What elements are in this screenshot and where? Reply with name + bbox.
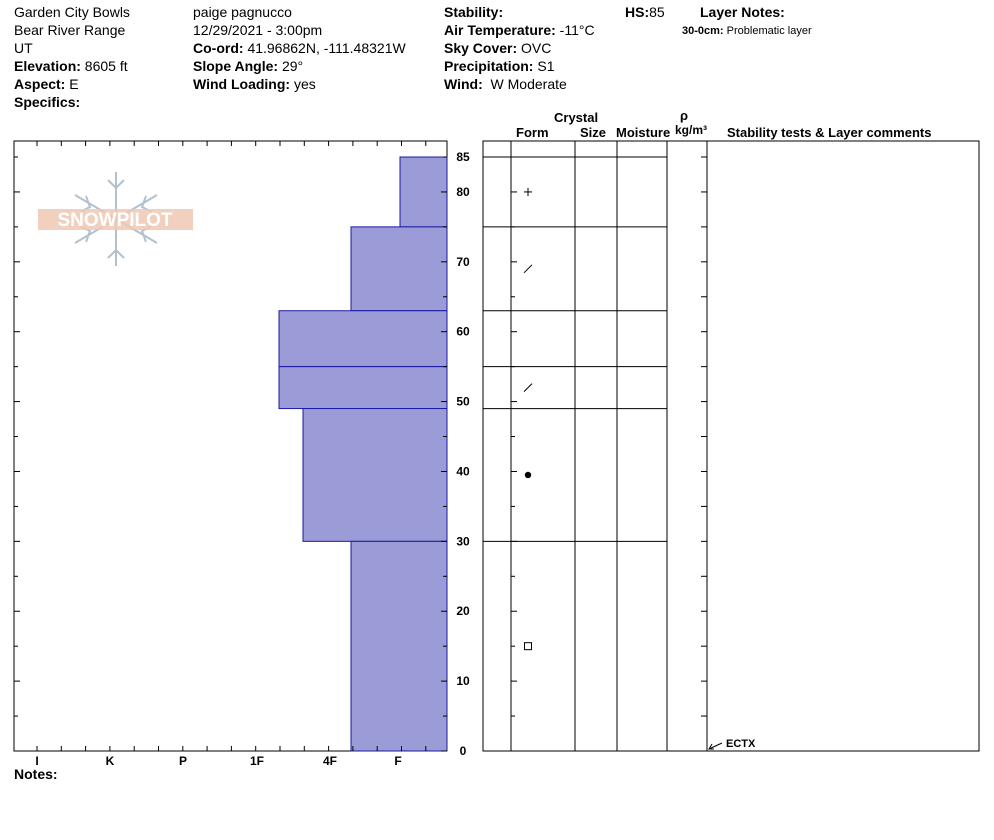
hardness-label-f: F	[394, 754, 401, 768]
snowpilot-logo: SNOWPILOT	[38, 172, 193, 266]
hardness-bar-4	[302, 408, 448, 542]
mountain-range: Bear River Range	[14, 22, 126, 38]
depth-label-50: 50	[456, 395, 470, 409]
coordinates: Co-ord: 41.96862N, -111.48321W	[193, 39, 406, 57]
hardness-label-k: K	[106, 754, 115, 768]
aspect: Aspect: E	[14, 75, 79, 93]
precip-value: S1	[537, 58, 555, 74]
sky-cover: Sky Cover: OVC	[444, 39, 551, 57]
layer-notes-label: Layer Notes:	[700, 4, 785, 20]
hardness-label-p: P	[179, 754, 187, 768]
wind-value: W Moderate	[490, 76, 567, 92]
crystal-header: Crystal	[554, 110, 599, 125]
elevation: Elevation: 8605 ft	[14, 57, 128, 75]
comments-header: Stability tests & Layer comments	[727, 125, 932, 140]
test-marker-arrow-icon	[708, 743, 714, 750]
hardness-bar-0	[399, 156, 448, 228]
size-header: Size	[580, 125, 607, 140]
elevation-label: Elevation:	[14, 58, 81, 74]
wind-label: Wind:	[444, 76, 483, 92]
observation-datetime: 12/29/2021 - 3:00pm	[193, 22, 323, 38]
wind: Wind: W Moderate	[444, 75, 567, 93]
notes-label: Notes:	[14, 766, 58, 782]
rounded-grains-icon	[524, 471, 532, 479]
hardness-bar-2	[278, 310, 448, 368]
slope-value: 29°	[281, 58, 304, 74]
decomposing-fragments-icon	[523, 383, 533, 392]
air-temp-label: Air Temperature:	[444, 22, 556, 38]
ectx-test-label: ECTX	[726, 738, 756, 750]
depth-label-20: 20	[456, 604, 470, 618]
test-marker-line	[708, 742, 723, 750]
air-temp-value: -11°C	[559, 22, 595, 38]
depth-label-40: 40	[456, 464, 470, 478]
sky-label: Sky Cover:	[444, 40, 518, 56]
coord-value: 41.96862N, -111.48321W	[247, 40, 406, 56]
depth-label-30: 30	[456, 534, 470, 548]
state: UT	[14, 40, 33, 56]
slope-label: Slope Angle:	[193, 58, 279, 74]
depth-label-0: 0	[460, 744, 467, 758]
layer-note-text: Problematic layer	[726, 25, 812, 37]
density-symbol: ρ	[680, 108, 689, 123]
layer-note: 30-0cm: Problematic layer	[682, 24, 812, 38]
observer-name: paige pagnucco	[193, 4, 292, 20]
hardness-bar-1	[350, 226, 448, 312]
location-name: Garden City Bowls	[14, 4, 130, 20]
wind-loading: Wind Loading: yes	[193, 75, 316, 93]
sky-value: OVC	[521, 40, 552, 56]
snow-height: HS:85	[625, 3, 665, 21]
hardness-label-1f: 1F	[250, 754, 264, 768]
decomposing-fragments-icon	[523, 264, 533, 274]
stability-label: Stability:	[444, 4, 504, 20]
aspect-value: E	[69, 76, 79, 92]
hs-label: HS:	[625, 4, 650, 20]
faceted-crystals-icon	[524, 642, 532, 651]
slope-angle: Slope Angle: 29°	[193, 57, 303, 75]
depth-label-60: 60	[456, 325, 470, 339]
hardness-label-i: I	[35, 754, 38, 768]
moisture-header: Moisture	[616, 125, 671, 140]
aspect-label: Aspect:	[14, 76, 66, 92]
wind-loading-label: Wind Loading:	[193, 76, 291, 92]
precip-label: Precipitation:	[444, 58, 534, 74]
hardness-label-4f: 4F	[323, 754, 337, 768]
hardness-bar-5	[350, 540, 448, 752]
hardness-bar-3	[278, 366, 448, 410]
depth-label-10: 10	[456, 674, 470, 688]
depth-label-85: 85	[456, 150, 470, 164]
logo-text: SNOWPILOT	[57, 210, 172, 231]
air-temperature: Air Temperature: -11°C	[444, 21, 595, 39]
elevation-value: 8605 ft	[84, 58, 128, 74]
density-unit: kg/m³	[675, 123, 708, 137]
layer-note-range: 30-0cm:	[682, 25, 724, 37]
hs-value: 85	[649, 4, 665, 20]
layer-table-frame	[482, 140, 980, 752]
form-header: Form	[516, 125, 549, 140]
coord-label: Co-ord:	[193, 40, 244, 56]
depth-label-70: 70	[456, 255, 470, 269]
depth-label-80: 80	[456, 185, 470, 199]
specifics-label: Specifics:	[14, 94, 81, 110]
precipitation: Precipitation: S1	[444, 57, 554, 75]
wind-loading-value: yes	[293, 76, 316, 92]
